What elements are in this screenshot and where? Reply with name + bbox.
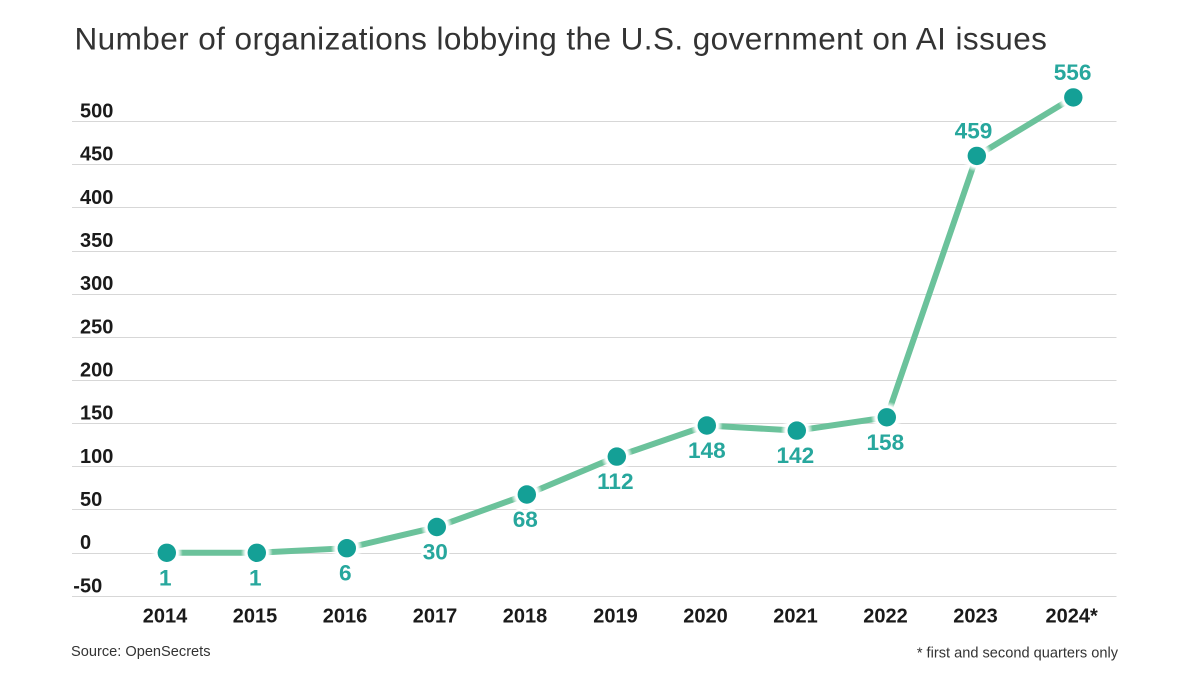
svg-text:500: 500 (80, 101, 113, 123)
svg-text:556: 556 (1054, 60, 1092, 85)
svg-text:2016: 2016 (323, 605, 368, 627)
svg-text:2022: 2022 (863, 605, 908, 627)
svg-text:459: 459 (955, 118, 993, 143)
svg-text:158: 158 (866, 430, 904, 455)
svg-text:2015: 2015 (233, 605, 278, 627)
svg-text:2023: 2023 (953, 605, 998, 627)
svg-text:Number of organizations lobbyi: Number of organizations lobbying the U.S… (75, 21, 1048, 57)
svg-text:450: 450 (80, 144, 113, 166)
svg-text:142: 142 (776, 443, 814, 468)
svg-text:2014: 2014 (143, 605, 188, 627)
svg-text:148: 148 (688, 438, 726, 463)
svg-text:Source: OpenSecrets: Source: OpenSecrets (71, 644, 211, 660)
svg-text:6: 6 (339, 561, 352, 586)
svg-text:150: 150 (80, 403, 113, 425)
svg-text:1: 1 (249, 565, 262, 590)
svg-text:2019: 2019 (593, 605, 638, 627)
svg-text:1: 1 (159, 565, 172, 590)
svg-text:2017: 2017 (413, 605, 458, 627)
svg-text:2018: 2018 (503, 605, 548, 627)
svg-text:300: 300 (80, 273, 113, 295)
svg-text:350: 350 (80, 230, 113, 252)
svg-text:2020: 2020 (683, 605, 728, 627)
svg-text:-50: -50 (73, 575, 102, 597)
svg-text:30: 30 (423, 540, 448, 565)
svg-text:50: 50 (80, 489, 102, 511)
svg-text:200: 200 (80, 360, 113, 382)
svg-text:250: 250 (80, 316, 113, 338)
svg-text:2021: 2021 (773, 605, 818, 627)
svg-text:2024*: 2024* (1046, 605, 1098, 627)
svg-text:400: 400 (80, 187, 113, 209)
svg-text:0: 0 (80, 532, 91, 554)
svg-text:112: 112 (597, 469, 633, 494)
svg-text:* first and second quarters on: * first and second quarters only (917, 646, 1119, 662)
svg-text:100: 100 (80, 446, 113, 468)
svg-text:68: 68 (513, 507, 538, 532)
